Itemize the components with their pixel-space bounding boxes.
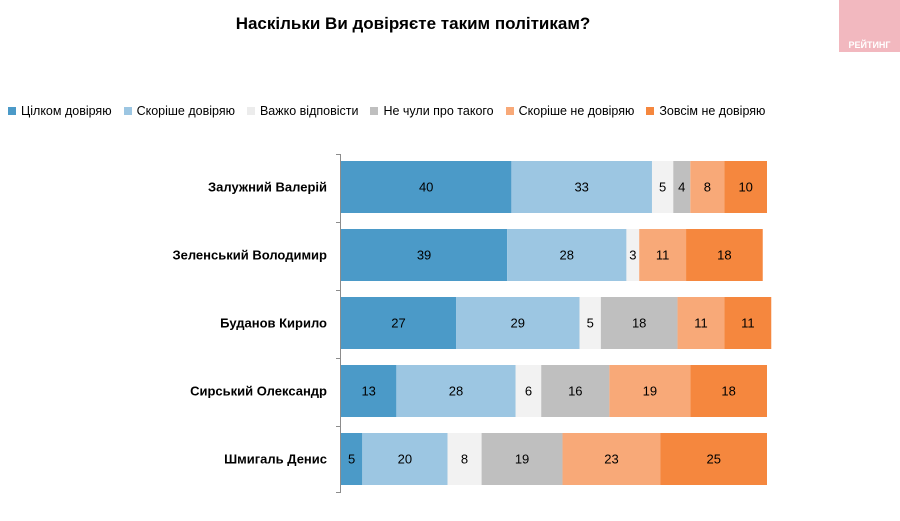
- category-label: Сирський Олександр: [190, 384, 327, 399]
- legend-label: Цілком довіряю: [21, 104, 112, 118]
- legend-item: Зовсім не довіряю: [646, 104, 765, 118]
- legend-label: Зовсім не довіряю: [659, 104, 766, 118]
- bar-segment: [673, 161, 691, 213]
- data-label: 18: [721, 384, 735, 399]
- data-label: 11: [741, 316, 755, 331]
- legend-swatch: [505, 107, 514, 115]
- legend-swatch: [123, 107, 132, 115]
- data-label: 5: [348, 452, 355, 467]
- data-label: 18: [717, 248, 731, 263]
- bar-segment: [481, 433, 563, 485]
- data-label: 11: [694, 316, 708, 331]
- data-label: 5: [659, 180, 666, 195]
- bar-segment: [507, 229, 627, 281]
- data-label: 39: [417, 248, 431, 263]
- data-label: 18: [632, 316, 646, 331]
- legend-swatch: [246, 107, 255, 115]
- data-label: 20: [398, 452, 412, 467]
- rating-logo: РЕЙТИНГ: [839, 0, 900, 52]
- bar-segment: [600, 297, 678, 349]
- bar-segment: [541, 365, 610, 417]
- bar-segment: [609, 365, 691, 417]
- data-label: 28: [560, 248, 574, 263]
- data-label: 27: [391, 316, 405, 331]
- legend-label: Важко відповісти: [259, 104, 359, 118]
- legend-swatch: [646, 107, 655, 115]
- bar-segment: [579, 297, 601, 349]
- legend-swatch: [8, 107, 16, 115]
- bar-segment: [341, 297, 457, 349]
- category-label: Буданов Кирило: [220, 316, 327, 331]
- bar-segment: [456, 297, 580, 349]
- data-label: 25: [707, 452, 721, 467]
- data-label: 29: [511, 316, 525, 331]
- bar-segment: [341, 161, 512, 213]
- data-label: 4: [678, 180, 685, 195]
- category-label: Шмигаль Денис: [224, 452, 327, 467]
- data-label: 10: [738, 180, 752, 195]
- data-label: 19: [643, 384, 657, 399]
- data-label: 5: [587, 316, 594, 331]
- bar-segment: [515, 365, 542, 417]
- bar-segment: [341, 229, 508, 281]
- bar-segment: [447, 433, 482, 485]
- data-label: 40: [419, 180, 433, 195]
- category-label: Залужний Валерій: [208, 180, 327, 195]
- bar-segment: [690, 365, 767, 417]
- bar-segment: [511, 161, 652, 213]
- data-label: 16: [568, 384, 582, 399]
- bar-segment: [660, 433, 767, 485]
- data-label: 8: [704, 180, 711, 195]
- bar-segment: [690, 161, 725, 213]
- data-label: 33: [574, 180, 588, 195]
- bar-segment: [562, 433, 661, 485]
- bar-segment: [677, 297, 725, 349]
- data-label: 23: [604, 452, 618, 467]
- data-label: 13: [361, 384, 375, 399]
- legend-item: Цілком довіряю: [8, 104, 112, 118]
- legend-swatch: [370, 107, 379, 115]
- bar-segment: [724, 297, 772, 349]
- bar-segment: [341, 365, 397, 417]
- legend-item: Не чули про такого: [370, 104, 494, 118]
- chart-title: Наскільки Ви довіряєте таким політикам?: [235, 14, 591, 33]
- bar-segment: [341, 433, 363, 485]
- bar-segment: [362, 433, 448, 485]
- legend-label: Скоріше довіряю: [136, 104, 235, 118]
- data-label: 8: [461, 452, 468, 467]
- legend-label: Не чули про такого: [383, 104, 494, 118]
- bar-segment: [396, 365, 516, 417]
- bar-segment: [651, 161, 674, 213]
- bar-segment: [639, 229, 687, 281]
- data-label: 3: [629, 248, 636, 263]
- category-label: Зеленський Володимир: [172, 248, 327, 263]
- legend-item: Важко відповісти: [246, 104, 359, 118]
- chart-legend: Цілком довіряю Скоріше довіряю Важко відпо…: [8, 104, 777, 118]
- bar-segment: [686, 229, 763, 281]
- legend-item: Скоріше не довіряю: [505, 104, 635, 118]
- legend-label: Скоріше не довіряю: [518, 104, 635, 118]
- data-label: 11: [656, 248, 670, 263]
- bar-segment: [724, 161, 767, 213]
- data-label: 6: [525, 384, 532, 399]
- data-label: 19: [515, 452, 529, 467]
- data-label: 28: [449, 384, 463, 399]
- legend-item: Скоріше довіряю: [123, 104, 235, 118]
- bar-segment: [626, 229, 640, 281]
